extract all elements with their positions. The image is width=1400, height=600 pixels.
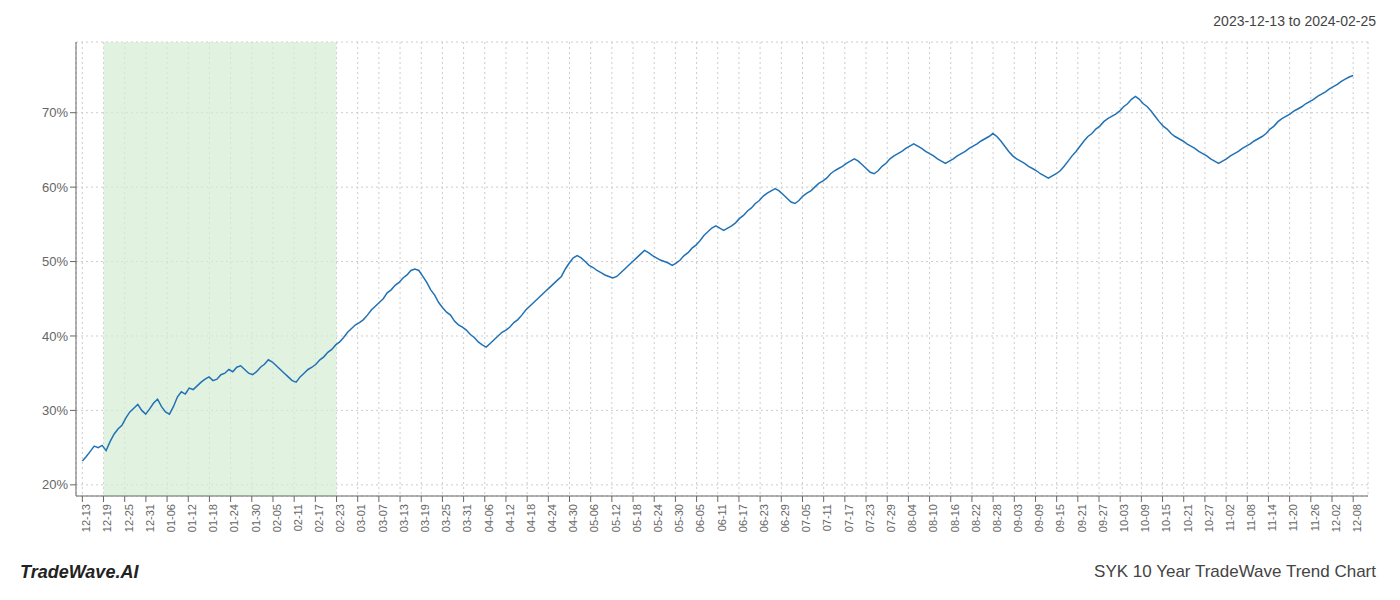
svg-text:05-30: 05-30 xyxy=(673,504,685,532)
svg-text:02-17: 02-17 xyxy=(313,504,325,532)
svg-text:12-13: 12-13 xyxy=(80,504,92,532)
svg-text:03-31: 03-31 xyxy=(461,504,473,532)
svg-text:10-09: 10-09 xyxy=(1139,504,1151,532)
svg-text:07-11: 07-11 xyxy=(821,504,833,531)
svg-text:07-23: 07-23 xyxy=(864,504,876,532)
svg-text:70%: 70% xyxy=(42,105,68,120)
svg-text:04-18: 04-18 xyxy=(525,504,537,532)
svg-text:10-03: 10-03 xyxy=(1118,504,1130,532)
svg-text:04-30: 04-30 xyxy=(567,504,579,532)
svg-text:08-04: 08-04 xyxy=(906,504,918,532)
svg-text:01-12: 01-12 xyxy=(186,504,198,532)
svg-text:09-15: 09-15 xyxy=(1054,504,1066,532)
svg-text:12-02: 12-02 xyxy=(1330,504,1342,532)
svg-text:10-15: 10-15 xyxy=(1160,504,1172,532)
svg-text:10-21: 10-21 xyxy=(1182,504,1194,532)
svg-text:05-18: 05-18 xyxy=(631,504,643,532)
svg-text:60%: 60% xyxy=(42,180,68,195)
svg-text:04-12: 04-12 xyxy=(504,504,516,532)
svg-text:03-19: 03-19 xyxy=(419,504,431,532)
svg-text:06-17: 06-17 xyxy=(737,504,749,532)
svg-text:02-23: 02-23 xyxy=(334,504,346,532)
svg-text:07-29: 07-29 xyxy=(885,504,897,532)
svg-text:50%: 50% xyxy=(42,254,68,269)
svg-text:11-20: 11-20 xyxy=(1287,504,1299,531)
svg-text:02-05: 02-05 xyxy=(271,504,283,532)
svg-text:20%: 20% xyxy=(42,477,68,492)
svg-text:01-24: 01-24 xyxy=(228,504,240,532)
svg-text:04-06: 04-06 xyxy=(483,504,495,532)
svg-text:07-17: 07-17 xyxy=(843,504,855,532)
svg-text:11-08: 11-08 xyxy=(1245,504,1257,531)
svg-text:09-03: 09-03 xyxy=(1012,504,1024,532)
svg-text:10-27: 10-27 xyxy=(1203,504,1215,532)
svg-text:04-24: 04-24 xyxy=(546,504,558,532)
html-text:2023-12-13 to 2024-02-25: 2023-12-13 to 2024-02-25 xyxy=(1213,13,1376,29)
svg-text:05-24: 05-24 xyxy=(652,504,664,532)
svg-text:06-11: 06-11 xyxy=(716,504,728,531)
svg-text:11-14: 11-14 xyxy=(1266,504,1278,531)
svg-text:40%: 40% xyxy=(42,329,68,344)
svg-text:06-05: 06-05 xyxy=(694,504,706,532)
svg-text:08-10: 08-10 xyxy=(927,504,939,532)
svg-text:12-31: 12-31 xyxy=(144,504,156,532)
svg-text:03-07: 03-07 xyxy=(377,504,389,532)
svg-text:11-26: 11-26 xyxy=(1309,504,1321,531)
svg-text:02-11: 02-11 xyxy=(292,504,304,531)
svg-text:12-25: 12-25 xyxy=(123,504,135,532)
html-text:TradeWave.AI: TradeWave.AI xyxy=(20,561,139,582)
svg-text:11-02: 11-02 xyxy=(1224,504,1236,531)
svg-text:03-01: 03-01 xyxy=(356,504,368,532)
svg-text:08-28: 08-28 xyxy=(991,504,1003,532)
svg-text:06-29: 06-29 xyxy=(779,504,791,532)
svg-text:08-22: 08-22 xyxy=(970,504,982,532)
svg-text:09-27: 09-27 xyxy=(1097,504,1109,532)
svg-text:01-18: 01-18 xyxy=(207,504,219,532)
svg-text:05-12: 05-12 xyxy=(610,504,622,532)
svg-text:01-30: 01-30 xyxy=(250,504,262,532)
svg-text:03-13: 03-13 xyxy=(398,504,410,532)
svg-text:06-23: 06-23 xyxy=(758,504,770,532)
svg-text:08-16: 08-16 xyxy=(949,504,961,532)
svg-text:12-19: 12-19 xyxy=(101,504,113,532)
svg-text:09-09: 09-09 xyxy=(1033,504,1045,532)
svg-text:12-08: 12-08 xyxy=(1351,504,1363,532)
svg-text:30%: 30% xyxy=(42,403,68,418)
svg-text:05-06: 05-06 xyxy=(588,504,600,532)
html-text:SYK 10 Year TradeWave Trend Ch: SYK 10 Year TradeWave Trend Chart xyxy=(1094,562,1376,581)
svg-text:01-06: 01-06 xyxy=(165,504,177,532)
svg-text:09-21: 09-21 xyxy=(1076,504,1088,532)
svg-text:03-25: 03-25 xyxy=(440,504,452,532)
svg-text:07-05: 07-05 xyxy=(800,504,812,532)
